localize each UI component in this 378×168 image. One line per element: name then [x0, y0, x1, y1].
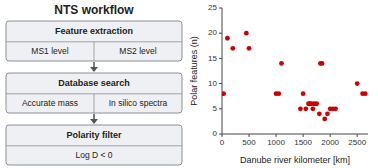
annotation: MS1 level — [31, 46, 68, 56]
y-tick — [219, 33, 222, 34]
x-tick-label: 2000 — [321, 138, 339, 147]
y-tick — [219, 8, 222, 9]
annotation: NTS workflow — [54, 3, 134, 17]
annotation: Polarity filter — [66, 130, 122, 140]
point — [276, 91, 281, 96]
points — [222, 31, 368, 121]
workflow-box — [6, 73, 182, 113]
point — [314, 101, 319, 106]
x-axis-label: Danube river kilometer [km] — [240, 155, 350, 165]
annotation: Database search — [58, 78, 130, 88]
axes: 0 500 1000 1500 2000 2500 0 5 10 15 20 25 Danube riv… — [189, 3, 368, 165]
point — [301, 91, 306, 96]
figure: NTS workflow Feature extraction MS1 level M… — [0, 0, 378, 168]
divider — [94, 94, 95, 113]
arrow-head — [90, 67, 98, 72]
workflow-box — [6, 21, 182, 61]
y-axis-line — [222, 8, 223, 134]
y-tick — [219, 83, 222, 84]
y-tick-label: 20 — [208, 28, 217, 37]
point — [222, 91, 226, 96]
y-tick-label: 25 — [208, 3, 217, 12]
y-tick-label: 5 — [213, 104, 218, 113]
arrow-head — [90, 119, 98, 124]
point — [363, 91, 368, 96]
annotation: In silico spectra — [109, 98, 168, 108]
x-tick-label: 0 — [220, 138, 225, 147]
point — [225, 36, 230, 41]
divider — [6, 145, 182, 146]
x-tick — [357, 134, 358, 137]
x-tick-label: 500 — [242, 138, 256, 147]
x-axis-line — [222, 134, 368, 135]
workflow-box — [6, 125, 182, 165]
point — [322, 116, 327, 121]
point — [325, 111, 330, 116]
point — [310, 106, 315, 111]
x-tick-label: 2500 — [348, 138, 366, 147]
point — [298, 106, 303, 111]
point — [333, 106, 338, 111]
point — [320, 61, 325, 66]
x-tick — [276, 134, 277, 137]
annotation: Feature extraction — [55, 26, 133, 36]
point — [279, 61, 284, 66]
x-tick — [249, 134, 250, 137]
workflow: NTS workflow Feature extraction MS1 level M… — [6, 3, 182, 165]
y-tick-label: 10 — [208, 79, 217, 88]
point — [355, 81, 360, 86]
point — [247, 46, 252, 51]
y-tick-label: 15 — [208, 54, 217, 63]
annotation: Accurate mass — [22, 98, 78, 108]
x-tick — [303, 134, 304, 137]
x-tick — [330, 134, 331, 137]
divider — [94, 42, 95, 61]
y-axis-label: Polar features (n) — [189, 36, 199, 106]
point — [303, 106, 308, 111]
point — [244, 31, 249, 36]
point — [230, 46, 235, 51]
x-tick-label: 1500 — [294, 138, 312, 147]
y-tick — [219, 58, 222, 59]
annotation: Log D < 0 — [75, 150, 112, 160]
y-tick — [219, 134, 222, 135]
y-tick — [219, 108, 222, 109]
y-tick-label: 0 — [213, 129, 218, 138]
point — [317, 111, 322, 116]
x-tick-label: 1000 — [267, 138, 285, 147]
annotation: MS2 level — [119, 46, 156, 56]
